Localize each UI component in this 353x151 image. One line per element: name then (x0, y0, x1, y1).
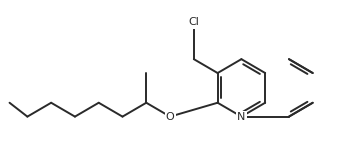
Text: O: O (166, 112, 174, 122)
Text: Cl: Cl (189, 18, 199, 27)
Text: N: N (237, 112, 246, 122)
